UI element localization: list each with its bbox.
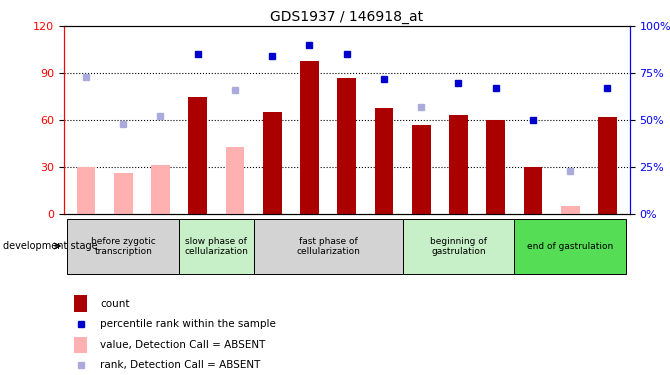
Bar	[403, 219, 515, 274]
Bar	[375, 108, 393, 214]
Title: GDS1937 / 146918_at: GDS1937 / 146918_at	[270, 10, 423, 24]
Text: percentile rank within the sample: percentile rank within the sample	[100, 319, 276, 329]
Bar	[263, 112, 281, 214]
Text: slow phase of
cellularization: slow phase of cellularization	[184, 237, 249, 256]
Text: development stage: development stage	[3, 241, 98, 250]
Bar	[598, 117, 617, 214]
Text: end of gastrulation: end of gastrulation	[527, 242, 613, 251]
Bar	[74, 337, 87, 353]
Bar	[561, 206, 580, 214]
Bar	[338, 78, 356, 214]
Text: beginning of
gastrulation: beginning of gastrulation	[430, 237, 487, 256]
Bar	[515, 219, 626, 274]
Text: value, Detection Call = ABSENT: value, Detection Call = ABSENT	[100, 340, 266, 350]
Bar	[254, 219, 403, 274]
Text: count: count	[100, 298, 130, 309]
Bar	[300, 61, 319, 214]
Text: before zygotic
transcription: before zygotic transcription	[91, 237, 155, 256]
Bar	[68, 219, 179, 274]
Text: fast phase of
cellularization: fast phase of cellularization	[296, 237, 360, 256]
Bar	[76, 167, 95, 214]
Bar	[412, 124, 431, 214]
Bar	[188, 97, 207, 214]
Text: rank, Detection Call = ABSENT: rank, Detection Call = ABSENT	[100, 360, 261, 370]
Bar	[524, 167, 542, 214]
Bar	[114, 173, 133, 214]
Bar	[449, 116, 468, 214]
Bar	[226, 147, 245, 214]
Bar	[486, 120, 505, 214]
Bar	[179, 219, 254, 274]
Bar	[151, 165, 170, 214]
Bar	[74, 296, 87, 312]
